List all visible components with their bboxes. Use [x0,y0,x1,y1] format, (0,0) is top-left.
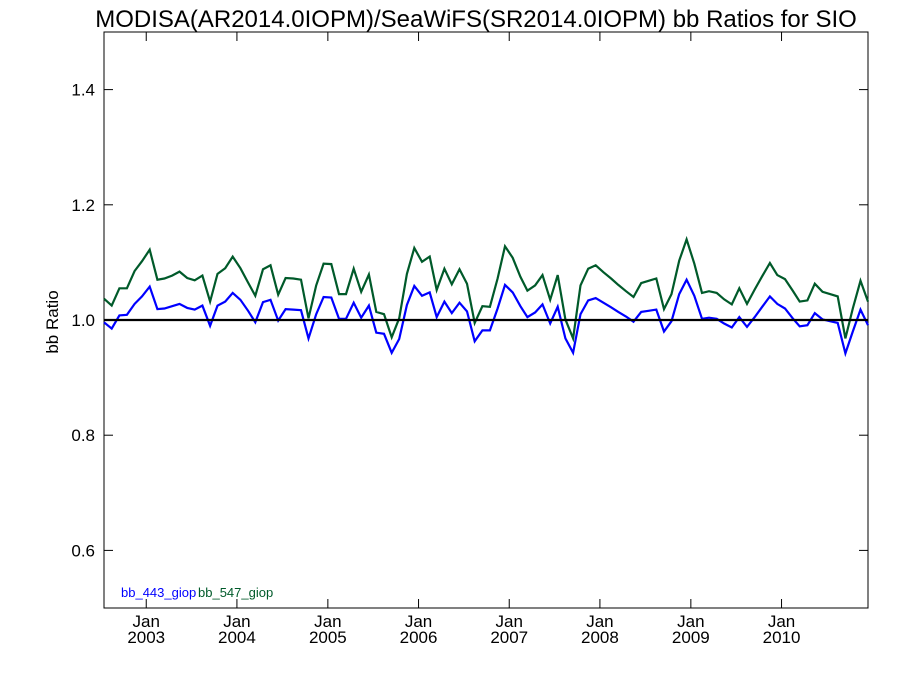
x-tick-label-month: Jan [314,612,341,631]
y-tick-label: 1.0 [71,311,95,330]
x-tick-label-year: 2009 [672,628,710,647]
x-tick-label-month: Jan [768,612,795,631]
x-tick-label-year: 2008 [581,628,619,647]
x-tick-label-year: 2007 [490,628,528,647]
x-tick-label-year: 2010 [763,628,801,647]
chart-title: MODISA(AR2014.0IOPM)/SeaWiFS(SR2014.0IOP… [95,6,857,33]
series-line-bb_443_giop [103,277,869,358]
plot-area: 0.60.81.01.21.4Jan2003Jan2004Jan2005Jan2… [71,31,870,647]
x-tick-label-month: Jan [677,612,704,631]
x-tick-label-month: Jan [133,612,160,631]
y-tick-label: 0.8 [71,426,95,445]
y-axis-label: bb Ratio [43,290,62,353]
y-tick-label: 1.4 [71,81,95,100]
x-tick-label-year: 2003 [127,628,165,647]
legend-entry-bb_443_giop: bb_443_giop [121,585,196,600]
x-tick-label-month: Jan [496,612,523,631]
x-tick-label-year: 2005 [309,628,347,647]
series-line-bb_547_giop [103,235,870,343]
x-tick-label-year: 2004 [218,628,256,647]
x-tick-label-month: Jan [223,612,250,631]
legend: bb_443_giop bb_547_giop [121,585,273,600]
x-tick-label-year: 2006 [400,628,438,647]
x-tick-label-month: Jan [405,612,432,631]
x-tick-label-month: Jan [586,612,613,631]
y-tick-label: 0.6 [71,541,95,560]
y-tick-label: 1.2 [71,196,95,215]
legend-entry-bb_547_giop: bb_547_giop [198,585,273,600]
